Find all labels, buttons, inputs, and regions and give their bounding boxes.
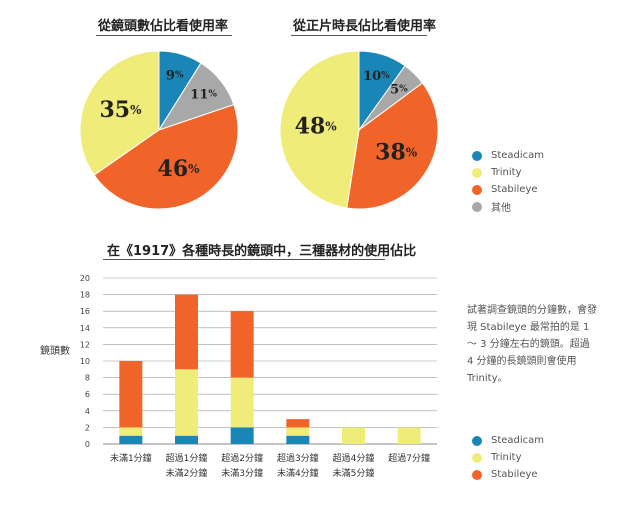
bar-legend-item-steadicam: Steadicam (472, 432, 544, 449)
bar-legend-swatch-steadicam (472, 435, 482, 446)
bar-title-rule (103, 259, 385, 260)
pie-legend-label-trinity: Trinity (491, 167, 522, 178)
pie-legend-label-steadicam: Steadicam (491, 150, 545, 161)
bar-y-axis-label: 鏡頭數 (40, 346, 70, 357)
y-tick-label: 10 (80, 357, 90, 366)
bar-legend: Steadicam Trinity Stabileye (472, 432, 544, 483)
pie2-slice-trinity (279, 50, 360, 209)
pie2-title-rule (291, 35, 427, 36)
x-tick-label: 超過4分鐘 (333, 452, 375, 464)
y-tick-label: 6 (85, 390, 90, 399)
bar-segment-trinity (230, 377, 254, 428)
pie2-slice-stabileye (346, 82, 439, 210)
bar-segment-trinity (342, 427, 365, 444)
bar-legend-label-trinity: Trinity (491, 452, 522, 463)
y-tick-label: 4 (85, 407, 90, 416)
bar-segment-trinity (119, 427, 143, 436)
pie1-slice-trinity (79, 50, 160, 176)
bar-segment-stabileye (175, 294, 198, 370)
bar-chart-title: 在《1917》各種時長的鏡頭中，三種器材的使用佔比 (107, 244, 417, 259)
pie2-title: 從正片時長佔比看使用率 (293, 19, 437, 34)
pie1-label-stabileye: 46% (158, 156, 201, 182)
pie-legend-label-stabileye: Stabileye (491, 184, 538, 195)
y-tick-label: 8 (85, 374, 90, 383)
pie1-label-other: 11% (190, 87, 217, 102)
x-tick-label: 超過3分鐘 (277, 452, 319, 464)
pie1-label-steadicam: 9% (166, 68, 184, 83)
x-tick-label: 超過7分鐘 (388, 452, 430, 464)
y-tick-label: 20 (80, 274, 90, 283)
bar-segment-trinity (286, 427, 310, 436)
pie-legend-item-stabileye: Stabileye (472, 181, 544, 198)
pie-legend-label-other: 其他 (491, 203, 511, 214)
bar-segment-steadicam (230, 427, 254, 444)
pie-legend-swatch-steadicam (472, 150, 482, 161)
bar-segment-steadicam (286, 435, 310, 444)
y-tick-label: 12 (80, 340, 90, 349)
y-tick-label: 2 (85, 423, 90, 432)
bar-legend-item-stabileye: Stabileye (472, 466, 544, 483)
y-tick-label: 16 (80, 307, 90, 316)
bar-legend-swatch-stabileye (472, 469, 482, 480)
pie1-slice-stabileye (93, 104, 239, 210)
pie-legend: Steadicam Trinity Stabileye 其他 (472, 147, 544, 215)
bar-legend-label-stabileye: Stabileye (491, 469, 538, 480)
x-tick-label: 未滿1分鐘 (110, 452, 152, 464)
pie1-title-rule (96, 35, 232, 36)
pie-chart-shot-count: 9% 11% 46% 35% (79, 50, 239, 210)
x-tick-label: 未滿2分鐘 (166, 467, 208, 479)
bar-segment-trinity (397, 427, 421, 444)
pie-legend-item-trinity: Trinity (472, 164, 544, 181)
bar-segment-steadicam (119, 435, 143, 444)
pie2-label-stabileye: 38% (375, 140, 418, 166)
pie2-label-other: 5% (390, 82, 408, 97)
y-tick-label: 0 (85, 440, 90, 449)
pie1-label-trinity: 35% (99, 97, 142, 123)
pie-legend-swatch-trinity (472, 167, 482, 178)
bar-segment-stabileye (286, 419, 310, 428)
y-tick-label: 18 (80, 291, 90, 300)
pie-legend-item-other: 其他 (472, 198, 544, 215)
x-tick-label: 未滿4分鐘 (277, 467, 319, 479)
pie-chart-runtime: 10%5% 38% 48% (279, 50, 439, 210)
y-tick-label: 14 (80, 324, 90, 333)
bar-legend-label-steadicam: Steadicam (491, 435, 545, 446)
bar-segment-trinity (175, 369, 198, 436)
pie-legend-swatch-stabileye (472, 184, 482, 195)
annotation-text: 試著調查鏡頭的分鐘數，會發現 Stabileye 最常拍的是 1 ～ 3 分鐘左… (467, 305, 597, 384)
pie2-label-steadicam: 10% (363, 68, 390, 83)
bar-segment-stabileye (119, 361, 143, 428)
bar-segment-steadicam (175, 435, 198, 444)
bar-segment-stabileye (230, 311, 254, 378)
pie2-label-trinity: 48% (295, 114, 338, 140)
pie-legend-swatch-other (472, 201, 482, 212)
x-tick-label: 未滿3分鐘 (221, 467, 263, 479)
x-tick-label: 超過2分鐘 (221, 452, 263, 464)
pie-legend-item-steadicam: Steadicam (472, 147, 544, 164)
x-tick-label: 未滿5分鐘 (333, 467, 375, 479)
pie1-title: 從鏡頭數佔比看使用率 (98, 19, 229, 34)
bar-legend-swatch-trinity (472, 452, 482, 463)
bar-legend-item-trinity: Trinity (472, 449, 544, 466)
x-tick-label: 超過1分鐘 (166, 452, 208, 464)
